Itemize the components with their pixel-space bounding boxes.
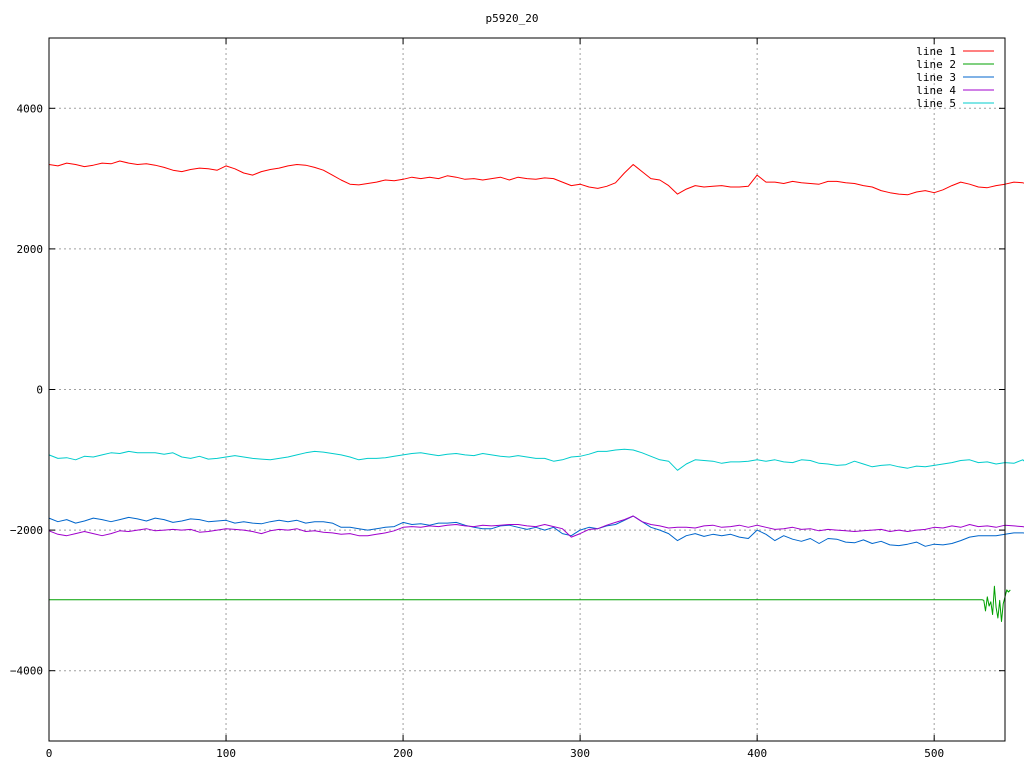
series-line-4: [48, 515, 1024, 538]
series-lines: [48, 160, 1024, 622]
series-line-1: [48, 160, 1024, 196]
plot-frame: [48, 37, 1006, 742]
y-tick-label: 0: [36, 384, 43, 397]
grid-lines: [49, 38, 1005, 741]
legend-label: line 3: [916, 71, 956, 84]
legend-label: line 4: [916, 84, 956, 97]
x-tick-label: 100: [216, 747, 236, 760]
x-tick-label: 200: [393, 747, 413, 760]
axis-ticks: 0 100 200 300 400 500 −4000 −2000 0 2000 4000: [10, 38, 1005, 760]
x-tick-label: 300: [570, 747, 590, 760]
y-tick-label: −2000: [10, 524, 43, 537]
legend-label: line 1: [916, 45, 956, 58]
x-tick-label: 500: [924, 747, 944, 760]
chart-title: p5920_20: [486, 12, 539, 25]
x-tick-label: 0: [46, 747, 53, 760]
series-line-5: [48, 448, 1024, 471]
series-line-2: [49, 585, 1011, 622]
series-line-3: [48, 515, 1024, 547]
legend-label: line 5: [916, 97, 956, 110]
legend-label: line 2: [916, 58, 956, 71]
y-tick-label: −4000: [10, 665, 43, 678]
x-tick-label: 400: [747, 747, 767, 760]
y-tick-label: 2000: [17, 243, 44, 256]
y-tick-label: 4000: [17, 102, 44, 115]
